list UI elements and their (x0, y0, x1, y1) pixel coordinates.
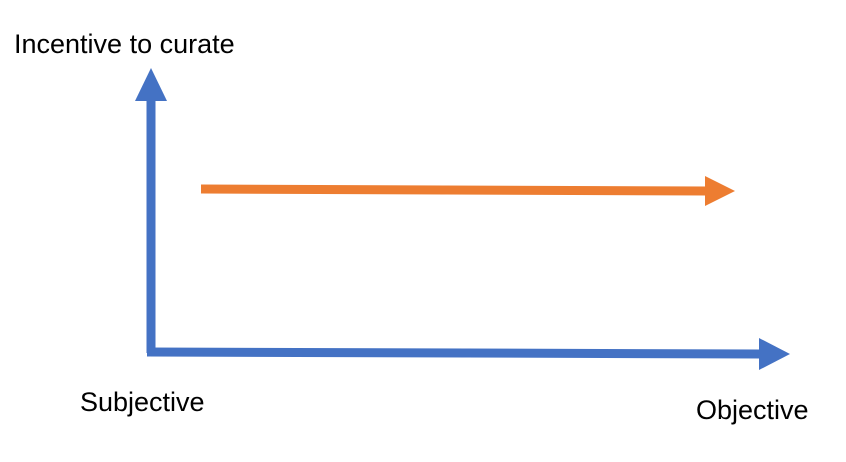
trend-arrow-head (705, 176, 735, 206)
y-axis-arrowhead (135, 68, 167, 101)
y-axis-arrow (135, 68, 167, 353)
y-axis-label: Incentive to curate (14, 29, 235, 59)
x-axis-arrowhead (759, 338, 790, 370)
x-axis-start-label: Subjective (80, 387, 205, 417)
x-axis-end-label: Objective (696, 395, 809, 425)
trend-arrow (200, 176, 735, 206)
x-axis-line (146, 347, 763, 359)
x-axis-arrow (146, 338, 790, 370)
trend-arrow-line (200, 184, 709, 196)
